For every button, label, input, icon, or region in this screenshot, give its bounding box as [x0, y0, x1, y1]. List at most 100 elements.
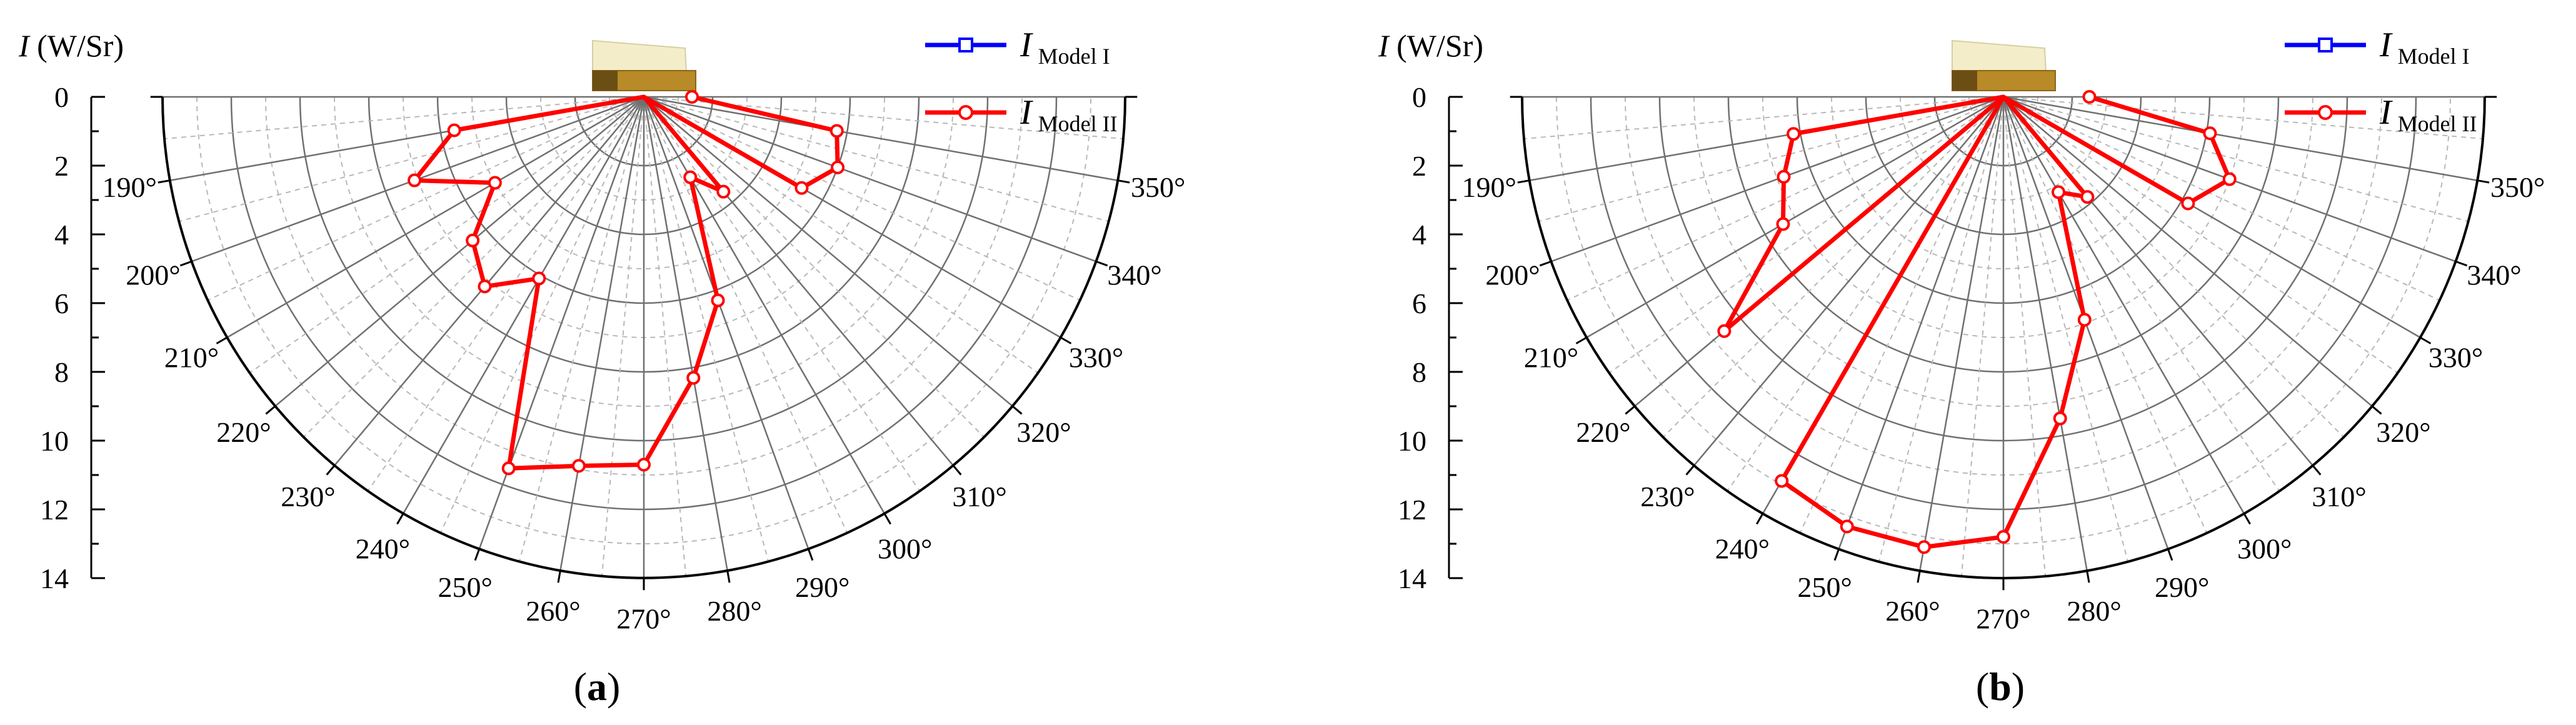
legend-label: I Model II: [2379, 93, 2477, 136]
angle-tick: [557, 571, 561, 583]
radial-tick-label: 8: [54, 356, 69, 388]
data-point-model-ii: [501, 461, 516, 476]
polar-outer-arc: [161, 96, 1126, 579]
angle-tick: [1060, 336, 1072, 344]
grid-spoke-major: [1693, 96, 2004, 466]
angle-tick-label: 200°: [126, 259, 180, 291]
data-point-model-ii: [831, 160, 845, 174]
radial-tick-label: 6: [54, 288, 69, 319]
panel-label-close: ): [2012, 664, 2025, 709]
angle-tick-label: 340°: [1107, 259, 1161, 291]
led-lamp-shadow-icon: [593, 71, 618, 91]
legend-label-subscript: Model I: [1038, 44, 1110, 69]
angle-tick: [474, 549, 481, 561]
panel-label-open: (: [574, 664, 587, 709]
angle-tick-label: 290°: [795, 571, 849, 603]
angle-tick-label: 320°: [1016, 416, 1071, 448]
data-point-model-ii: [1776, 217, 1790, 231]
angle-tick: [216, 336, 228, 344]
angle-tick-label: 260°: [526, 595, 580, 627]
angle-tick-label: 330°: [2428, 342, 2483, 374]
data-point-model-ii: [637, 458, 651, 472]
grid-spoke-minor: [1538, 96, 2004, 222]
angle-tick-label: 330°: [1069, 342, 1123, 374]
grid-spoke-major: [402, 96, 645, 514]
angle-tick-label: 280°: [2067, 595, 2121, 627]
data-point-model-ii: [488, 176, 502, 190]
data-point-model-ii: [2203, 126, 2217, 141]
angle-tick-label: 350°: [2490, 171, 2545, 203]
data-point-model-ii: [2077, 312, 2092, 327]
angle-tick: [396, 513, 404, 525]
grid-spoke-major: [2002, 96, 2088, 571]
data-point-model-ii: [1840, 519, 1854, 534]
grid-spoke-major: [1838, 96, 2005, 549]
legend-label: I Model II: [1020, 93, 1118, 136]
radial-tick-label: 10: [40, 425, 69, 457]
angle-tick: [883, 513, 891, 525]
data-point-model-ii: [685, 90, 699, 104]
angle-tick: [2477, 179, 2490, 184]
angle-tick-label: 250°: [1798, 571, 1852, 603]
grid-spoke-major: [2002, 96, 2245, 514]
angle-tick-label: 220°: [1576, 416, 1630, 448]
angle-tick-label: 320°: [2376, 416, 2430, 448]
data-point-model-ii: [1787, 127, 1801, 141]
angle-tick: [726, 571, 731, 583]
angle-tick-label: 210°: [164, 342, 219, 374]
angle-tick: [326, 464, 336, 476]
angle-tick-label: 210°: [1524, 342, 1578, 374]
led-lamp-shadow-icon: [1952, 71, 1977, 91]
angle-tick: [1517, 179, 1530, 184]
polar-outer-arc: [1521, 96, 2486, 579]
angle-tick: [2086, 571, 2090, 583]
radial-axis-title: I (W/Sr): [1378, 28, 1483, 63]
legend-label-subscript: Model II: [2398, 111, 2477, 136]
angle-tick-label: 240°: [356, 533, 410, 565]
angle-tick-label: 200°: [1485, 259, 1540, 291]
angle-tick-label: 280°: [707, 595, 761, 627]
angle-tick: [2420, 336, 2432, 344]
legend-label-symbol: I: [2379, 93, 2393, 132]
data-point-model-ii: [1775, 474, 1789, 488]
data-point-model-ii: [532, 271, 546, 286]
radial-tick-label: 14: [1398, 562, 1426, 594]
angle-tick: [952, 464, 962, 476]
legend-label: I Model I: [1020, 26, 1110, 69]
angle-tick: [1011, 405, 1023, 415]
angle-tick-label: 190°: [1462, 171, 1516, 203]
data-point-model-ii: [686, 371, 701, 385]
radial-tick-label: 12: [1398, 494, 1426, 526]
radial-tick-label: 2: [1412, 150, 1426, 182]
angle-tick-label: 340°: [2467, 259, 2521, 291]
grid-spoke-minor: [2003, 96, 2047, 577]
data-point-model-ii: [683, 170, 698, 184]
grid-spoke-minor: [643, 96, 687, 577]
angle-tick-label: 270°: [616, 602, 671, 634]
data-point-model-ii: [2181, 196, 2195, 211]
data-point-model-ii: [1917, 540, 1931, 554]
data-point-model-ii: [1777, 169, 1791, 184]
data-point-model-ii: [478, 279, 492, 294]
panel-label-close: ): [607, 664, 620, 709]
data-point-model-ii: [2082, 90, 2097, 104]
angle-tick-label: 350°: [1131, 171, 1185, 203]
panel-label-open: (: [1976, 664, 1989, 709]
radial-axis-title: I (W/Sr): [18, 28, 124, 63]
legend-label-symbol: I: [1020, 26, 1033, 64]
legend-marker-circle: [958, 105, 973, 120]
radial-tick-label: 4: [1412, 219, 1426, 251]
angle-tick: [1833, 549, 1840, 561]
angle-tick: [1756, 513, 1764, 525]
led-lamp-diffuser-icon: [1952, 39, 2047, 72]
data-point-model-ii: [571, 459, 586, 473]
data-point-model-ii: [829, 124, 844, 138]
data-point-model-ii: [447, 123, 461, 138]
grid-spoke-major: [2003, 96, 2478, 181]
radial-tick-label: 0: [1412, 81, 1426, 113]
angle-tick-label: 290°: [2155, 571, 2209, 603]
radial-tick-label: 14: [40, 562, 69, 594]
angle-tick-label: 300°: [878, 533, 932, 565]
angle-tick: [2371, 405, 2382, 415]
panel-label-letter: a: [587, 664, 607, 709]
